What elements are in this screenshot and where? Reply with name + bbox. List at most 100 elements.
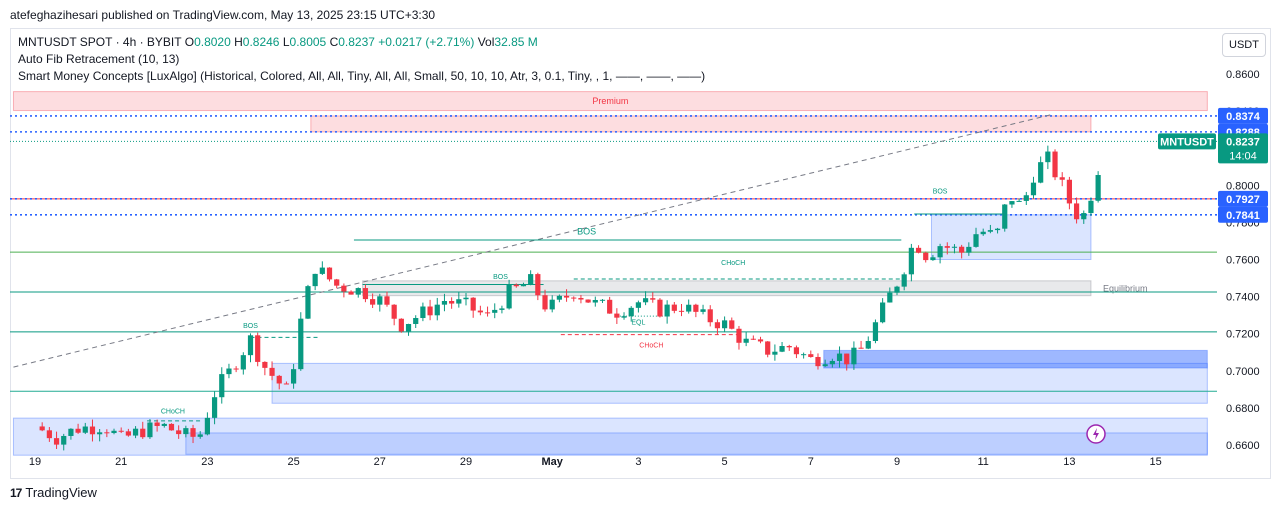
footer-brand[interactable]: TradingView (25, 485, 97, 500)
candle-body-47 (377, 296, 383, 305)
candle-body-116 (872, 322, 879, 341)
candle-body-139 (1038, 162, 1044, 183)
candle-body-146 (1088, 200, 1094, 214)
candle-body-107 (808, 354, 814, 357)
currency-button[interactable]: USDT (1222, 33, 1266, 57)
candle-body-40 (326, 267, 333, 280)
candle-body-0 (39, 426, 45, 431)
candle-body-76 (585, 299, 591, 303)
candle-body-100 (757, 339, 764, 342)
x-tick-13: 15 (1149, 456, 1161, 468)
last-price-badge: 0.8237 (1226, 136, 1260, 148)
zones-layer: Premium Equilibrium (12, 91, 1208, 456)
candle-body-104 (786, 346, 792, 348)
candle-body-2 (53, 438, 60, 445)
candle-body-49 (391, 304, 397, 319)
candle-body-35 (291, 369, 297, 384)
candle-body-113 (851, 347, 857, 365)
candle-body-92 (700, 309, 706, 312)
price-badge-0: 0.8374 (1226, 111, 1261, 123)
candle-body-20 (183, 428, 189, 435)
candle-body-147 (1095, 175, 1101, 201)
zone-equilibrium (362, 280, 1092, 297)
candle-body-28 (240, 355, 246, 370)
candle-body-132 (987, 230, 993, 232)
candle-body-87 (664, 304, 670, 317)
footer: 17 TradingView (10, 485, 97, 500)
legend-indicator-smc[interactable]: Smart Money Concepts [LuxAlgo] (Historic… (18, 69, 706, 83)
zone-discount-inner (185, 432, 1208, 455)
zone-label-equilibrium: Equilibrium (1103, 283, 1148, 293)
zone-demand-mid (271, 362, 1208, 404)
alert-icon[interactable] (1086, 424, 1106, 444)
candle-body-115 (865, 340, 871, 349)
candle-body-36 (298, 318, 304, 370)
price-badge-2: 0.7927 (1226, 194, 1260, 206)
candle-body-1 (46, 430, 52, 439)
candle-body-39 (319, 267, 325, 274)
x-tick-4: 27 (374, 456, 386, 468)
candle-body-106 (801, 354, 807, 356)
candle-body-46 (370, 299, 376, 305)
candle-body-130 (973, 234, 979, 247)
candle-body-128 (959, 246, 965, 253)
legend-indicator-fib[interactable]: Auto Fib Retracement (10, 13) (18, 52, 180, 66)
candle-body-109 (822, 364, 828, 367)
candle-body-89 (678, 310, 685, 312)
candle-body-134 (1002, 204, 1008, 229)
candle-body-65 (506, 284, 512, 309)
candle-body-26 (226, 368, 232, 375)
candle-body-133 (994, 228, 1001, 231)
x-tick-7: 3 (635, 456, 641, 468)
legend-volume: 32.85 M (494, 35, 538, 49)
candle-body-131 (980, 231, 986, 235)
x-tick-12: 13 (1063, 456, 1075, 468)
candle-body-120 (901, 274, 907, 287)
y-tick-4: 0.7400 (1226, 292, 1260, 304)
candle-body-38 (312, 273, 318, 287)
candle-body-45 (362, 288, 369, 300)
candle-body-74 (571, 297, 577, 299)
price-badge-bg-0 (1218, 107, 1268, 124)
zone-discount (12, 417, 1208, 456)
legend-symbol[interactable]: MNTUSDT SPOT · 4h · BYBIT (18, 35, 182, 49)
publish-bar: atefeghazihesari published on TradingVie… (0, 0, 1281, 28)
time-axis: 19 21 23 25 27 29 May 3 5 7 9 11 13 15 (29, 456, 1162, 468)
candle-body-96 (729, 320, 735, 329)
candle-body-82 (628, 307, 634, 317)
candle-body-140 (1045, 151, 1051, 163)
legend-open: 0.8020 (194, 35, 231, 49)
candle-body-105 (793, 347, 800, 355)
candles-layer (39, 145, 1101, 451)
candle-body-57 (449, 301, 455, 304)
price-badge-bg-3 (1218, 206, 1268, 223)
chart-frame[interactable] (10, 28, 1271, 479)
candle-body-111 (836, 353, 843, 361)
legend-low-label: L (282, 35, 290, 49)
candle-body-13 (132, 428, 139, 436)
candle-body-32 (269, 367, 275, 376)
candle-body-5 (75, 428, 81, 433)
candle-body-137 (1023, 195, 1029, 201)
candle-body-93 (707, 309, 713, 323)
candle-body-97 (736, 328, 742, 343)
candle-body-126 (944, 246, 950, 248)
candle-body-102 (772, 351, 778, 355)
legend-vol-label: Vol (477, 35, 495, 49)
candle-body-11 (118, 430, 124, 432)
symbol-badge: MNTUSDT (1160, 136, 1214, 148)
candle-body-4 (68, 428, 74, 436)
trendline-layer (13, 113, 1053, 368)
candle-body-27 (233, 368, 239, 370)
candle-body-83 (635, 302, 641, 308)
candle-body-12 (125, 431, 131, 436)
candle-body-121 (908, 247, 914, 275)
candle-body-144 (1073, 203, 1080, 220)
candle-body-88 (671, 304, 677, 311)
candle-body-124 (930, 257, 936, 261)
candle-body-112 (844, 353, 850, 365)
price-badge-3: 0.7841 (1226, 210, 1260, 222)
x-tick-5: 29 (460, 456, 472, 468)
structure-label-7: BOS (933, 189, 948, 196)
